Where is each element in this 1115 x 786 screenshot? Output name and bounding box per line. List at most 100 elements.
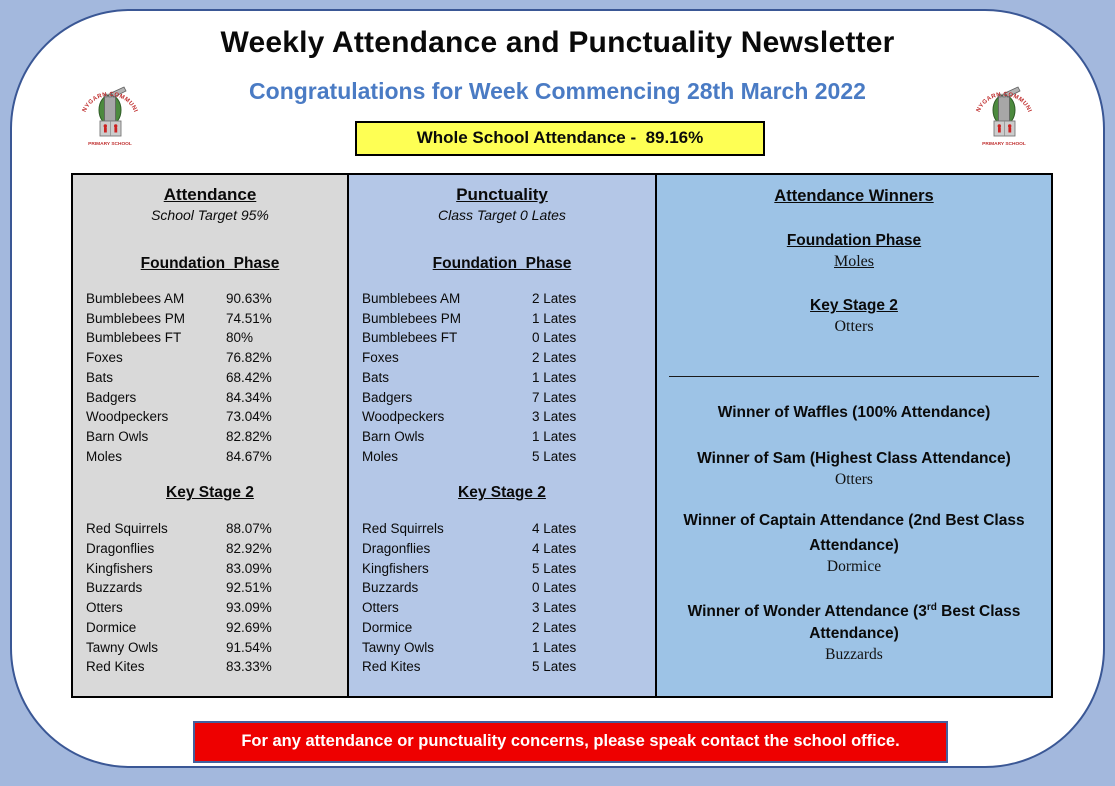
punctuality-ks2-rows: Red Squirrels 4 Lates Dragonflies 4 Late… <box>349 519 655 677</box>
lates-value: 0 Lates <box>532 580 577 596</box>
lates-value: 3 Lates <box>532 409 577 425</box>
table-row: Foxes 2 Lates <box>362 348 655 368</box>
list-item: Winner of Waffles (100% Attendance) <box>657 398 1051 423</box>
lates-value: 1 Lates <box>532 369 577 385</box>
table-row: Badgers 7 Lates <box>362 388 655 408</box>
table-row: Foxes 76.82% <box>86 348 347 368</box>
class-name: Barn Owls <box>86 428 149 444</box>
attendance-value: 82.92% <box>226 541 272 557</box>
lates-value: 1 Lates <box>532 639 577 655</box>
class-name: Otters <box>362 600 399 616</box>
table-row: Otters 3 Lates <box>362 598 655 618</box>
table-row: Dormice 2 Lates <box>362 618 655 638</box>
class-name: Dragonflies <box>362 541 431 557</box>
winners-ks2-heading: Key Stage 2 <box>810 297 898 314</box>
attendance-ks2-heading: Key Stage 2 <box>166 484 254 502</box>
table-row: Barn Owls 1 Lates <box>362 427 655 447</box>
class-name: Tawny Owls <box>86 639 159 655</box>
attendance-value: 84.67% <box>226 448 272 464</box>
attendance-panel-title: Attendance <box>163 185 257 204</box>
attendance-winners-panel: Attendance Winners Foundation Phase Mole… <box>655 173 1053 698</box>
table-row: Red Squirrels 88.07% <box>86 519 347 539</box>
awards-list: Winner of Waffles (100% Attendance) Winn… <box>657 398 1051 664</box>
lates-value: 4 Lates <box>532 521 577 537</box>
class-name: Bumblebees AM <box>362 291 461 306</box>
attendance-value: 92.51% <box>226 580 272 596</box>
logo-bottom-text: PRIMARY SCHOOL <box>982 141 1026 147</box>
table-row: Red Squirrels 4 Lates <box>362 519 655 539</box>
table-row: Kingfishers 5 Lates <box>362 559 655 579</box>
table-row: Dragonflies 82.92% <box>86 539 347 559</box>
lates-value: 5 Lates <box>532 448 577 464</box>
attendance-foundation-rows: Bumblebees AM 90.63% Bumblebees PM 74.51… <box>73 289 347 466</box>
winners-foundation-heading: Foundation Phase <box>786 232 922 249</box>
table-row: Woodpeckers 3 Lates <box>362 407 655 427</box>
attendance-value: 73.04% <box>226 409 272 425</box>
punctuality-panel-title: Punctuality <box>456 185 548 204</box>
class-name: Moles <box>362 448 399 464</box>
attendance-value: 83.09% <box>226 560 272 576</box>
table-row: Barn Owls 82.82% <box>86 427 347 447</box>
table-row: Tawny Owls 91.54% <box>86 638 347 658</box>
punctuality-foundation-heading: Foundation Phase <box>432 255 572 272</box>
logo-bottom-text: PRIMARY SCHOOL <box>88 141 132 147</box>
table-row: Woodpeckers 73.04% <box>86 407 347 427</box>
class-name: Bats <box>86 369 114 385</box>
class-name: Dragonflies <box>86 541 155 557</box>
class-name: Moles <box>86 448 123 464</box>
table-row: Bumblebees PM 74.51% <box>86 309 347 329</box>
class-name: Kingfishers <box>86 560 153 576</box>
punctuality-ks2-heading: Key Stage 2 <box>458 484 546 502</box>
class-name: Bumblebees PM <box>362 310 462 326</box>
class-name: Bumblebees AM <box>86 291 185 306</box>
class-name: Bumblebees FT <box>362 330 458 346</box>
lates-value: 0 Lates <box>532 330 577 346</box>
class-name: Bumblebees PM <box>86 310 186 326</box>
attendance-target: School Target 95% <box>151 207 269 223</box>
award-winner: Buzzards <box>825 645 883 663</box>
class-name: Woodpeckers <box>362 409 445 425</box>
class-name: Buzzards <box>362 580 419 596</box>
table-row: Badgers 84.34% <box>86 388 347 408</box>
winners-foundation-winner: Moles <box>834 253 874 270</box>
table-row: Buzzards 92.51% <box>86 578 347 598</box>
lates-value: 2 Lates <box>532 350 577 366</box>
attendance-value: 83.33% <box>226 659 272 675</box>
class-name: Dormice <box>86 619 137 635</box>
table-row: Moles 5 Lates <box>362 447 655 467</box>
award-title: Winner of Sam (Highest Class Attendance) <box>697 450 1011 468</box>
attendance-value: 92.69% <box>226 619 272 635</box>
table-row: Dormice 92.69% <box>86 618 347 638</box>
panels-row: Attendance School Target 95% Foundation … <box>71 173 1053 698</box>
table-row: Moles 84.67% <box>86 447 347 467</box>
award-title: Winner of Captain Attendance (2nd Best C… <box>683 512 1025 555</box>
table-row: Bumblebees AM 2 Lates <box>362 289 655 309</box>
attendance-value: 76.82% <box>226 350 272 366</box>
whole-school-attendance-banner: Whole School Attendance - 89.16% <box>355 121 765 156</box>
class-name: Buzzards <box>86 580 143 596</box>
winners-divider <box>668 376 1040 377</box>
table-row: Bumblebees FT 80% <box>86 328 347 348</box>
lates-value: 4 Lates <box>532 541 577 557</box>
lates-value: 1 Lates <box>532 428 577 444</box>
table-row: Red Kites 5 Lates <box>362 657 655 677</box>
class-name: Otters <box>86 600 123 616</box>
punctuality-foundation-rows: Bumblebees AM 2 Lates Bumblebees PM 1 La… <box>349 289 655 466</box>
table-row: Buzzards 0 Lates <box>362 578 655 598</box>
attendance-panel: Attendance School Target 95% Foundation … <box>71 173 349 698</box>
table-row: Bats 1 Lates <box>362 368 655 388</box>
class-name: Badgers <box>362 389 413 405</box>
class-name: Badgers <box>86 389 137 405</box>
class-name: Bats <box>362 369 390 385</box>
award-title: Winner of Wonder Attendance (3rd Best Cl… <box>687 602 1021 642</box>
class-name: Barn Owls <box>362 428 425 444</box>
attendance-value: 82.82% <box>226 428 272 444</box>
class-name: Foxes <box>362 350 399 366</box>
class-name: Kingfishers <box>362 560 429 576</box>
table-row: Otters 93.09% <box>86 598 347 618</box>
attendance-value: 80% <box>226 330 254 346</box>
class-name: Woodpeckers <box>86 409 169 425</box>
class-name: Red Kites <box>362 659 421 675</box>
table-row: Bumblebees AM 90.63% <box>86 289 347 309</box>
